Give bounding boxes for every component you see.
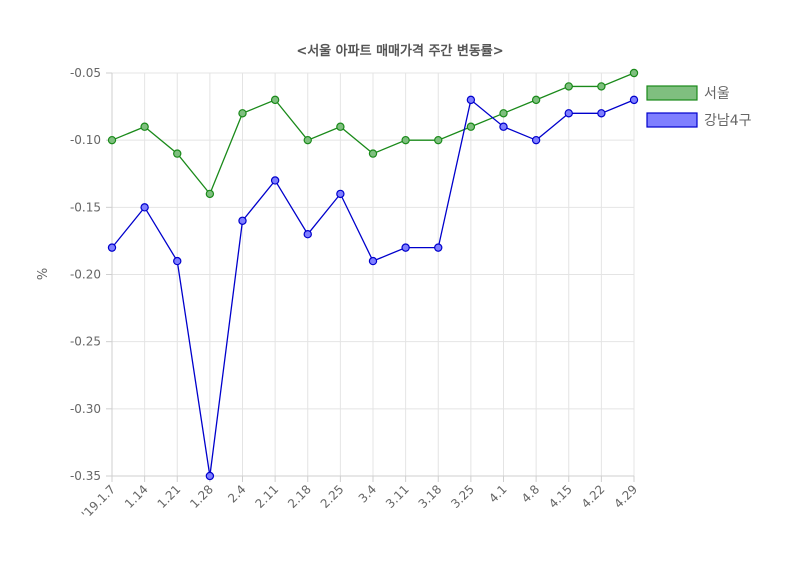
data-point	[499, 109, 508, 118]
series-0	[107, 68, 639, 199]
data-point	[466, 95, 476, 105]
data-point	[303, 229, 312, 239]
data-point	[205, 471, 215, 481]
x-tick-label: 3.25	[448, 482, 477, 511]
legend-label: 서울	[704, 86, 730, 102]
x-tick-label: 4.22	[579, 482, 608, 511]
data-point	[140, 203, 149, 212]
data-point	[238, 109, 247, 118]
data-point	[434, 135, 443, 145]
series-group	[107, 68, 639, 481]
data-point	[173, 256, 182, 266]
x-tick-label: 1.28	[187, 482, 216, 511]
x-tick-label: 3.18	[416, 482, 445, 511]
data-point	[303, 135, 312, 145]
data-point	[629, 95, 639, 105]
x-tick-label: '19.1.7	[79, 482, 118, 521]
x-tick-label: 1.14	[122, 482, 151, 511]
legend-swatch	[646, 85, 698, 101]
data-point	[270, 176, 280, 185]
data-point	[368, 256, 378, 266]
x-tick-label: 2.11	[252, 482, 281, 511]
data-point	[368, 149, 378, 158]
legend-item[interactable]: 강남4구	[646, 112, 752, 129]
y-tick-label: -0.10	[70, 133, 101, 147]
y-tick-labels: -0.05 -0.10 -0.15 -0.20 -0.25 -0.30 -0.35	[70, 66, 101, 483]
data-point	[434, 243, 443, 252]
data-point	[499, 122, 508, 131]
legend-item[interactable]: 서울	[646, 85, 730, 102]
x-tick-label: 3.4	[356, 482, 379, 505]
data-point	[629, 68, 639, 78]
x-tick-label: 2.4	[225, 482, 248, 505]
data-point	[466, 122, 476, 131]
y-tick-label: -0.25	[70, 335, 101, 349]
data-point	[270, 95, 280, 105]
data-point	[564, 109, 573, 118]
x-tick-label: 4.29	[611, 482, 640, 511]
data-point	[107, 243, 117, 252]
grid-lines	[111, 72, 635, 477]
y-tick-label: -0.20	[70, 268, 101, 282]
data-point	[173, 149, 182, 158]
data-point	[336, 189, 345, 199]
data-point	[336, 122, 345, 131]
x-tick-label: 1.21	[155, 482, 184, 511]
y-tick-label: -0.35	[70, 469, 101, 483]
x-tick-label: 2.18	[285, 482, 314, 511]
data-point	[238, 216, 247, 225]
x-tick-label: 4.15	[546, 482, 575, 511]
x-tick-label: 4.1	[486, 482, 509, 505]
legend-label: 강남4구	[704, 113, 752, 129]
y-tick-label: -0.15	[70, 200, 101, 214]
series-1	[107, 95, 639, 481]
data-point	[531, 95, 541, 105]
data-point	[564, 82, 573, 91]
y-tick-label: -0.30	[70, 402, 101, 416]
x-tick-label: 2.25	[318, 482, 347, 511]
data-point	[401, 243, 410, 252]
data-point	[597, 82, 606, 91]
data-point	[140, 122, 149, 131]
data-point	[401, 135, 410, 145]
x-tick-labels: '19.1.7 1.14 1.21 1.28 2.4 2.11 2.18 2.25 3.4 3.1…	[79, 482, 640, 521]
y-axis-label: %	[36, 268, 51, 280]
legend-swatch	[646, 112, 698, 128]
y-tick-label: -0.05	[70, 66, 101, 80]
data-point	[205, 189, 215, 199]
data-point	[597, 109, 606, 118]
chart-title: <서울 아파트 매매가격 주간 변동률>	[296, 43, 503, 59]
axes	[106, 72, 635, 482]
data-point	[531, 135, 541, 145]
x-tick-label: 3.11	[383, 482, 412, 511]
x-tick-label: 4.8	[519, 482, 542, 505]
data-point	[107, 135, 117, 145]
